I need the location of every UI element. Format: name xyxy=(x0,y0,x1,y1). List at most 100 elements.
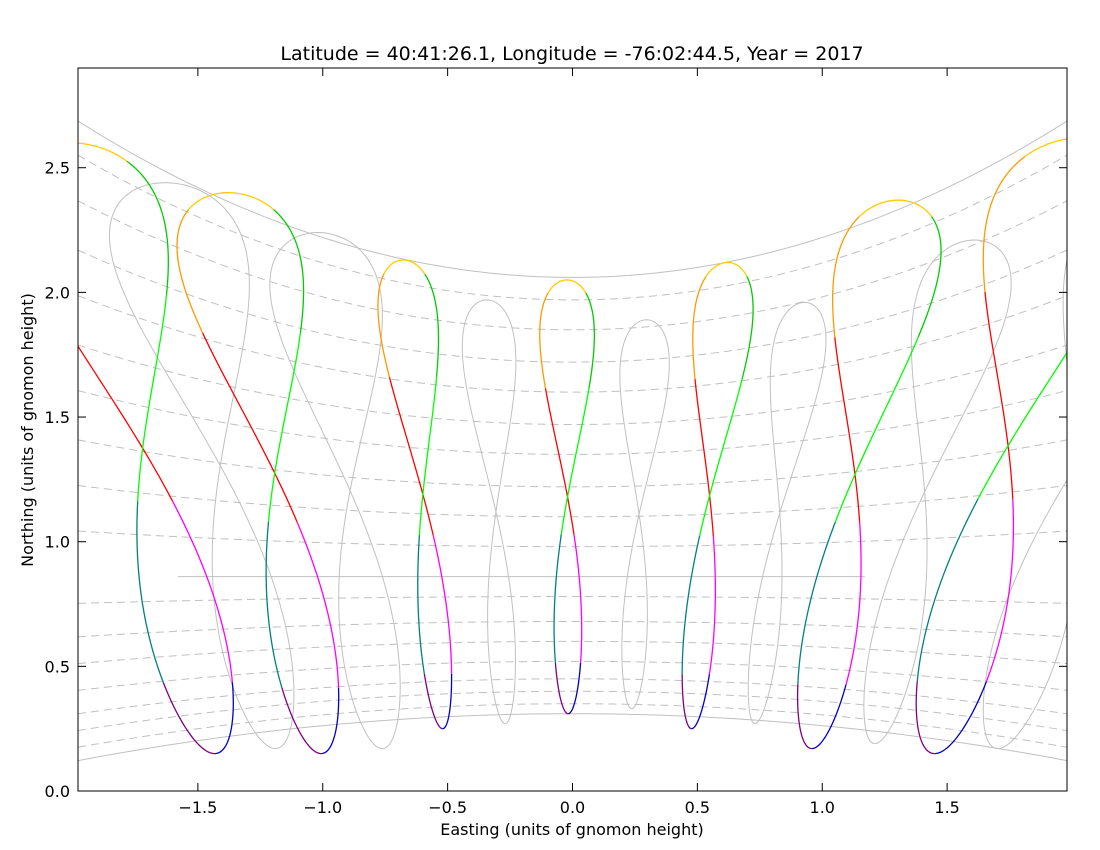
analemma-segment xyxy=(916,498,979,682)
analemma-segment xyxy=(560,388,590,535)
x-tick-label: −0.5 xyxy=(428,798,467,817)
analemma-segment xyxy=(796,684,812,750)
y-axis-label: Northing (units of gnomon height) xyxy=(18,293,37,567)
analemma-segment xyxy=(383,259,426,275)
date-line xyxy=(78,690,1067,732)
analemma-segment xyxy=(162,681,215,755)
chart-title: Latitude = 40:41:26.1, Longitude = -76:0… xyxy=(280,43,863,65)
date-line xyxy=(78,703,1067,748)
y-axis: 0.0 0.5 1.0 1.5 2.0 2.5 xyxy=(45,159,1067,801)
analemma-segment xyxy=(708,536,717,675)
analemma-segment xyxy=(858,199,933,218)
date-line xyxy=(78,249,1067,363)
date-line xyxy=(78,154,1067,301)
analemma-segment xyxy=(388,376,434,536)
analemma-segment xyxy=(934,681,988,755)
x-tick-label: −1.0 xyxy=(303,798,342,817)
analemma-segment xyxy=(321,687,340,755)
analemma-segment xyxy=(554,662,569,715)
analemma-segment xyxy=(834,337,861,523)
analemma-segment xyxy=(432,534,453,674)
summer-solstice-curve xyxy=(78,713,1067,762)
date-line xyxy=(78,439,1067,488)
x-tick-label: 0.0 xyxy=(560,798,585,817)
date-line xyxy=(78,484,1067,518)
date-line xyxy=(78,530,1067,548)
analemma-segment xyxy=(691,674,711,730)
analemma-segment xyxy=(423,673,443,730)
hour-guide-loop xyxy=(461,299,517,725)
x-tick-label: 0.5 xyxy=(685,798,710,817)
x-tick-label: 1.5 xyxy=(934,798,959,817)
analemma-segment xyxy=(797,521,836,685)
analemma-segment xyxy=(281,687,322,755)
analemma-segment xyxy=(573,534,583,664)
analemma-segment xyxy=(11,161,47,295)
hour-guide-loop xyxy=(863,239,1012,745)
analemma-segment xyxy=(741,276,754,380)
analemma-segment xyxy=(78,345,174,502)
x-tick-label: 1.0 xyxy=(810,798,835,817)
analemma-segment xyxy=(418,377,438,536)
analemma-curves xyxy=(11,138,1067,755)
date-line xyxy=(78,640,1067,665)
x-axis: −1.5 −1.0 −0.5 0.0 0.5 1.0 1.5 xyxy=(178,68,960,817)
analemma-segment xyxy=(834,337,919,523)
analemma-segment xyxy=(296,521,340,689)
analemma-segment xyxy=(544,388,575,535)
analemma-segment xyxy=(265,521,283,689)
date-line xyxy=(78,660,1067,691)
hour-guide-loop xyxy=(747,301,827,725)
hour-guide-loop xyxy=(619,319,670,710)
analemma-segment xyxy=(273,209,305,333)
analemma-segment xyxy=(831,216,860,338)
analemma-segment xyxy=(568,662,582,715)
analemma-segment xyxy=(811,684,847,750)
analemma-segment xyxy=(1024,138,1067,157)
analemma-segment xyxy=(539,292,549,389)
analemma-segment xyxy=(698,378,743,537)
date-line xyxy=(78,596,1067,604)
date-line xyxy=(78,678,1067,715)
analemma-segment xyxy=(424,273,440,378)
analemma-segment xyxy=(553,534,562,664)
analemma-segment xyxy=(267,332,302,522)
analemma-segment xyxy=(547,279,587,294)
analemma-segment xyxy=(977,351,1067,500)
analemma-segment xyxy=(176,209,204,334)
hour-guide-loop xyxy=(108,182,295,750)
analemma-segment xyxy=(917,216,942,338)
y-tick-label: 1.5 xyxy=(45,408,70,427)
analemma-segment xyxy=(985,499,1015,682)
analemma-segment xyxy=(188,192,274,211)
date-line xyxy=(78,344,1067,426)
analemma-segment xyxy=(585,292,596,389)
analemma-segment xyxy=(915,681,935,755)
analemma-segment xyxy=(984,291,1014,500)
analemma-segment xyxy=(171,500,233,683)
analemma-segment xyxy=(417,534,425,674)
analemma-segment xyxy=(982,155,1026,292)
winter-solstice-curve xyxy=(78,120,1067,278)
date-line xyxy=(78,620,1067,638)
date-line xyxy=(78,200,1067,331)
analemma-segment xyxy=(694,378,714,537)
y-tick-label: 2.0 xyxy=(45,283,70,302)
analemma-segment xyxy=(681,535,701,675)
analemma-segment xyxy=(137,295,168,502)
analemma-segment xyxy=(377,273,391,378)
x-axis-label: Easting (units of gnomon height) xyxy=(440,820,703,839)
analemma-segment xyxy=(692,276,707,380)
hour-guide-loop xyxy=(269,232,401,750)
hour-guide-loop xyxy=(982,257,1067,750)
analemma-segment xyxy=(214,682,234,755)
analemma-segment xyxy=(442,673,453,730)
analemma-segment xyxy=(78,142,128,162)
analemma-segment xyxy=(201,332,298,523)
analemma-segment xyxy=(705,261,748,277)
y-tick-label: 2.5 xyxy=(45,159,70,178)
analemma-segment xyxy=(136,501,164,683)
y-tick-label: 0.5 xyxy=(45,657,70,676)
y-tick-label: 0.0 xyxy=(45,782,70,801)
